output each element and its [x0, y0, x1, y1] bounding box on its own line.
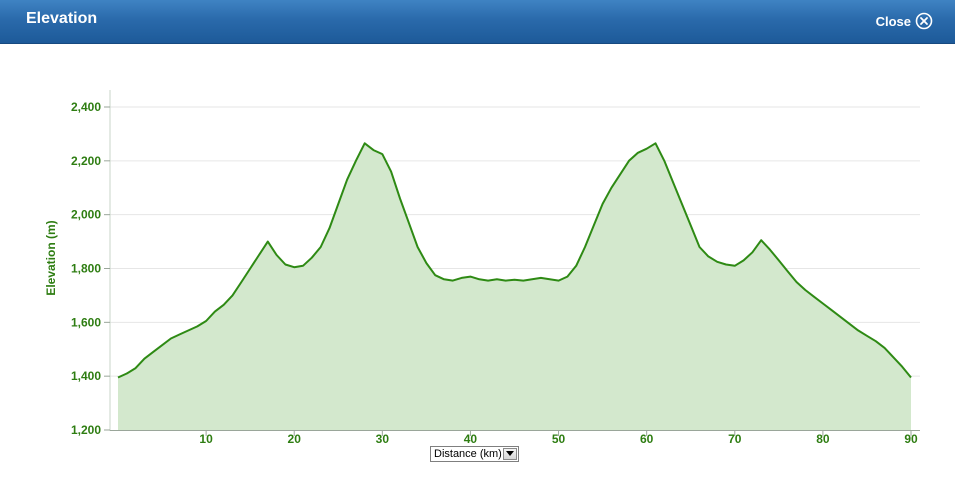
unit-dropdown-value: Distance (km)	[434, 448, 502, 460]
circle-x-icon[interactable]	[915, 12, 933, 30]
elevation-area	[118, 143, 911, 431]
triangle-down-icon[interactable]	[503, 448, 517, 460]
y-tick-label: 1,800	[71, 262, 101, 276]
elevation-line	[117, 142, 912, 379]
dialog-title: Elevation	[26, 10, 98, 27]
y-tick-label: 2,400	[71, 100, 101, 114]
x-tick-label: 40	[464, 432, 478, 446]
x-tick-label: 70	[728, 432, 742, 446]
close-button[interactable]: Close	[876, 11, 933, 31]
y-axis-title: Elevation (m)	[44, 220, 58, 295]
x-tick-label: 90	[904, 432, 918, 446]
y-tick-label: 2,000	[71, 208, 101, 222]
dialog-header: Elevation Close	[0, 0, 955, 44]
x-axis-ticks: 10 20 30 40 50 60 70 80 90	[199, 430, 918, 446]
x-tick-label: 10	[199, 432, 213, 446]
y-tick-label: 1,400	[71, 369, 101, 383]
x-tick-label: 60	[640, 432, 654, 446]
close-label: Close	[875, 13, 911, 29]
unit-dropdown[interactable]: Distance (km)	[430, 446, 519, 462]
y-tick-label: 1,200	[71, 423, 101, 437]
y-tick-label: 1,600	[71, 315, 101, 329]
y-axis-ticks: 1,200 1,400 1,600 1,800 2,000 2,200 2,400	[71, 100, 110, 437]
elevation-chart[interactable]: 1,200 1,400 1,600 1,800 2,000 2,200 2,400 10 20…	[0, 44, 955, 492]
x-tick-label: 50	[552, 432, 566, 446]
x-tick-label: 80	[816, 432, 830, 446]
y-tick-label: 2,200	[71, 154, 101, 168]
x-tick-label: 20	[288, 432, 302, 446]
x-tick-label: 30	[376, 432, 390, 446]
